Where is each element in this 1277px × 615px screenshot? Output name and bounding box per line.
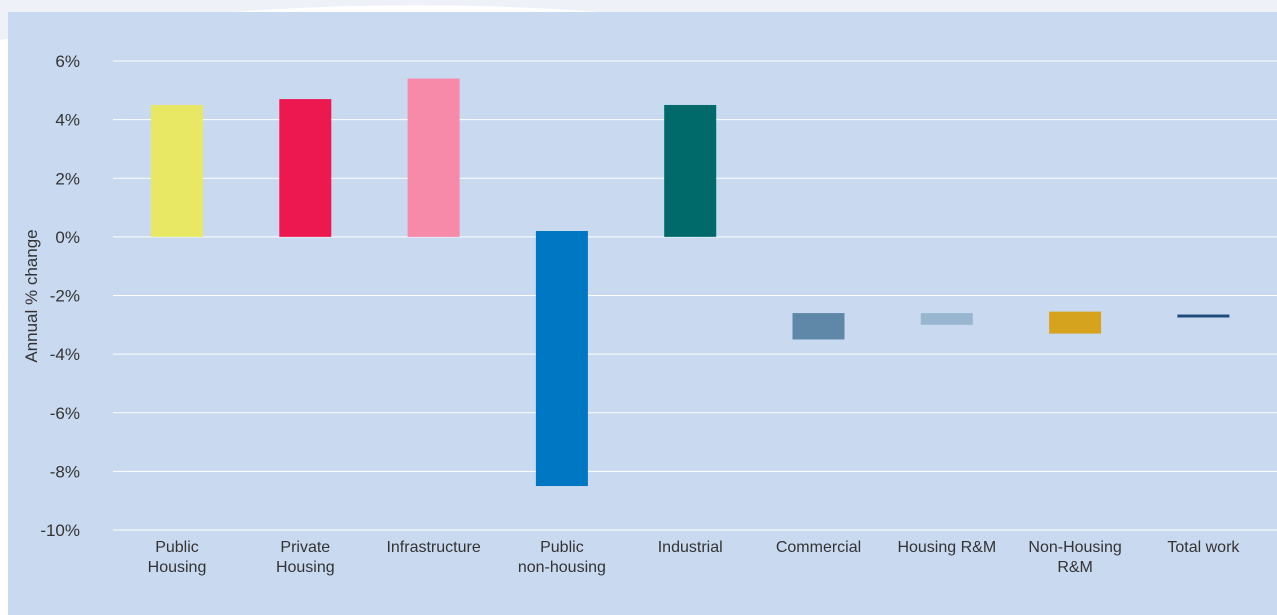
bar	[920, 313, 973, 325]
y-tick-label: -4%	[50, 345, 80, 364]
bar	[151, 104, 203, 237]
x-category-label: Infrastructure	[386, 539, 480, 556]
y-tick-label: 6%	[55, 52, 80, 71]
y-tick-label: -2%	[50, 287, 80, 306]
bars	[151, 78, 1230, 487]
y-tick-label: -6%	[50, 404, 80, 423]
x-category-label: Non-Housing	[1028, 539, 1121, 556]
bar	[792, 313, 845, 340]
y-tick-label: 4%	[55, 111, 80, 130]
x-category-label: non-housing	[518, 559, 606, 576]
x-category-label: R&M	[1057, 559, 1093, 576]
x-category-label: Public	[540, 539, 584, 556]
y-axis-title: Annual % change	[22, 229, 41, 362]
y-tick-label: 2%	[55, 169, 80, 188]
x-axis-categories: Public Housing Private Housing Infrastructur…	[148, 539, 1241, 576]
y-tick-label: -10%	[40, 521, 80, 540]
y-tick-label: -8%	[50, 462, 80, 481]
x-category-label: Public	[155, 539, 199, 556]
bar	[664, 104, 717, 237]
x-category-label: Housing R&M	[897, 539, 996, 556]
x-category-label: Industrial	[658, 539, 723, 556]
x-category-label: Commercial	[776, 539, 861, 556]
x-category-label: Housing	[148, 559, 207, 576]
x-category-label: Total work	[1167, 539, 1240, 556]
bar	[1177, 314, 1230, 318]
x-category-label: Housing	[276, 559, 335, 576]
bar	[279, 99, 332, 237]
y-axis-ticks: 6% 4% 2% 0% -2% -4% -6% -8% -10%	[40, 52, 80, 540]
x-category-label: Private	[280, 539, 330, 556]
bar	[407, 78, 460, 237]
bar	[535, 231, 588, 487]
bar	[1049, 311, 1102, 334]
y-tick-label: 0%	[55, 228, 80, 247]
